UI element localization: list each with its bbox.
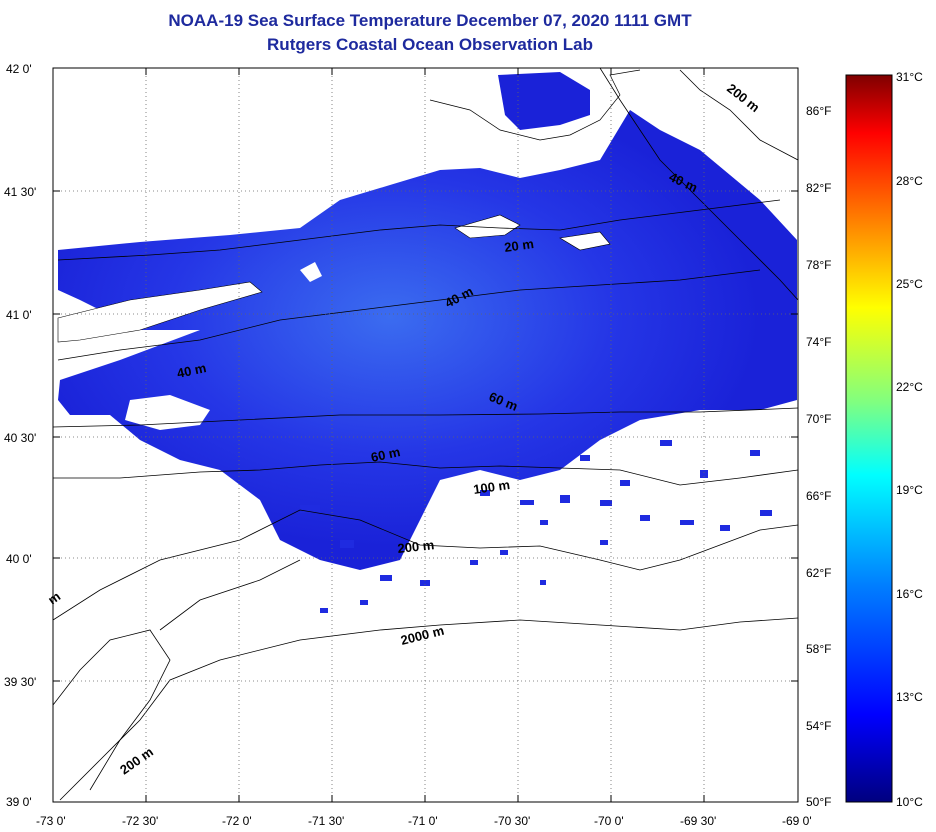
lon-label: -71 30' [308,814,344,828]
lon-label: -69 0' [782,814,812,828]
celsius-label: 13°C [896,690,923,704]
fahrenheit-label: 62°F [806,566,831,580]
lat-labels: 42 0' 41 30' 41 0' 40 30' 40 0' 39 30' 3… [4,62,36,809]
fahrenheit-label: 78°F [806,258,831,272]
fahrenheit-label: 66°F [806,489,831,503]
fahrenheit-label: 54°F [806,719,831,733]
fahrenheit-label: 70°F [806,412,831,426]
colorbar-gradient [845,74,893,803]
depth-label: 20 m [503,236,534,255]
fahrenheit-label: 82°F [806,181,831,195]
lat-label: 40 30' [4,431,36,445]
lat-label: 40 0' [6,552,32,566]
celsius-label: 22°C [896,380,923,394]
marthas-vineyard [454,214,521,239]
depth-label: 60 m [370,444,402,465]
long-island [57,281,263,343]
graticule [53,68,798,802]
bathymetry-contours [53,68,798,801]
lat-label: 41 30' [4,185,36,199]
lon-label: -72 30' [122,814,158,828]
depth-label: 100 m [472,477,511,497]
lon-label: -70 30' [494,814,530,828]
lon-label: -69 30' [680,814,716,828]
celsius-label: 25°C [896,277,923,291]
sst-scatter [300,440,772,613]
block-island-area [300,262,322,282]
cape-cod-coast [429,69,641,141]
celsius-label: 31°C [896,70,923,84]
depth-label: 40 m [176,360,208,381]
fahrenheit-label: 74°F [806,335,831,349]
fahrenheit-label: 86°F [806,104,831,118]
lon-label: -73 0' [36,814,66,828]
fahrenheit-label: 50°F [806,795,831,809]
lat-label: 39 0' [6,795,32,809]
axis-ticks [52,68,798,802]
map-title: NOAA-19 Sea Surface Temperature December… [168,11,692,30]
celsius-label: 19°C [896,483,923,497]
gaps-south [125,395,210,430]
colorbar-fahrenheit: 86°F 82°F 78°F 74°F 70°F 66°F 62°F 58°F … [806,104,831,809]
celsius-label: 10°C [896,795,923,809]
sst-coverage [58,110,797,570]
map-subtitle: Rutgers Coastal Ocean Observation Lab [267,35,593,54]
depth-label: 200 m [397,537,435,556]
lon-label: -72 0' [222,814,252,828]
nantucket [559,231,611,251]
lon-label: -71 0' [408,814,438,828]
fahrenheit-label: 58°F [806,642,831,656]
celsius-label: 16°C [896,587,923,601]
lat-label: 39 30' [4,675,36,689]
lon-label: -70 0' [594,814,624,828]
celsius-label: 28°C [896,174,923,188]
lat-label: 41 0' [6,308,32,322]
colorbar-celsius: 31°C 28°C 25°C 22°C 19°C 16°C 13°C 10°C [896,70,923,809]
lon-labels: -73 0' -72 30' -72 0' -71 30' -71 0' -70… [36,814,812,828]
colorbar: 31°C 28°C 25°C 22°C 19°C 16°C 13°C 10°C … [806,70,923,809]
lat-label: 42 0' [6,62,32,76]
